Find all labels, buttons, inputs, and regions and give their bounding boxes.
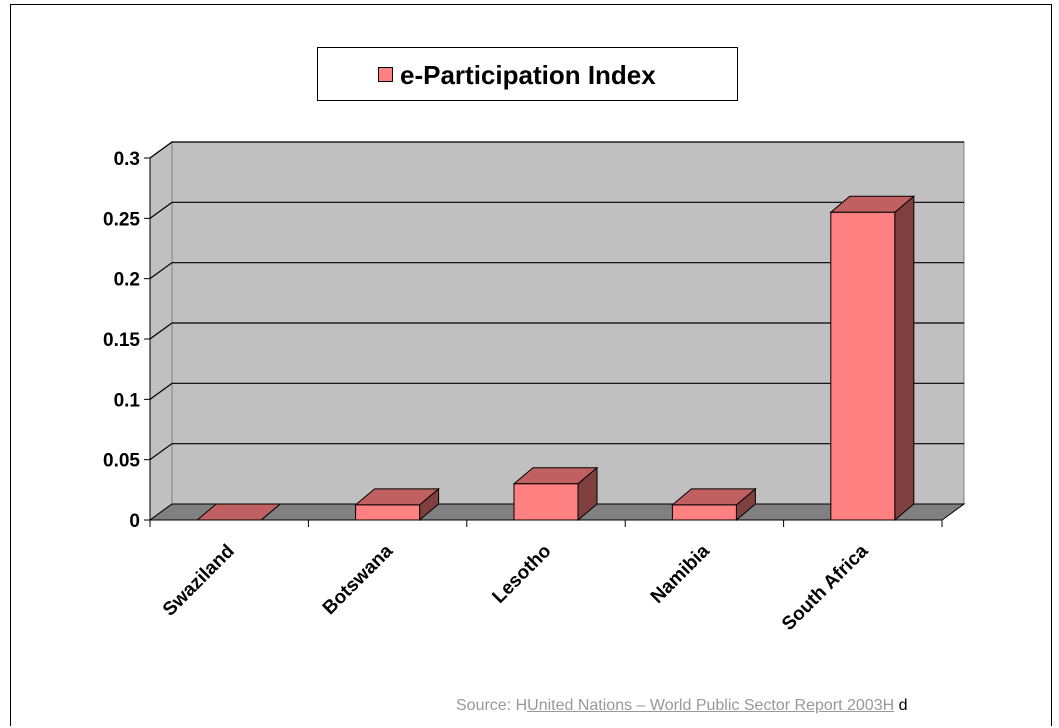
source-link[interactable]: United Nations – World Public Sector Rep…: [527, 697, 895, 714]
gridline: [149, 262, 964, 280]
y-tick-label: 0: [129, 511, 140, 532]
y-tick-labels: 0 0.05 0.1 0.15 0.2 0.25 0.3: [103, 149, 140, 532]
bars: [195, 195, 916, 522]
y-tick-label: 0.05: [103, 451, 140, 472]
x-tick-label: Swaziland: [159, 541, 239, 621]
x-tick-labels: Swaziland Botswana Lesotho Namibia South Afr…: [159, 540, 873, 635]
chart-frame: [10, 4, 1052, 726]
grid-lines: [149, 141, 964, 461]
bar: [195, 503, 282, 521]
source-suffix: d: [894, 697, 908, 714]
legend-label: e-Participation Index: [400, 60, 656, 90]
bar-front: [671, 504, 737, 521]
bar: [829, 195, 916, 522]
y-tick-label: 0.2: [114, 270, 140, 291]
x-tick-label: Namibia: [647, 540, 714, 607]
gridline: [149, 141, 964, 159]
y-tick-label: 0.15: [103, 330, 140, 351]
gridline: [149, 322, 964, 340]
y-tick-label: 0.25: [103, 209, 140, 230]
source-prefix: Source: H: [456, 697, 528, 714]
x-tick-label: Lesotho: [488, 541, 555, 608]
source-note: Source: HUnited Nations – World Public S…: [456, 697, 907, 715]
bar-top: [195, 503, 282, 521]
legend-swatch: [378, 67, 393, 82]
gridline: [149, 201, 964, 219]
legend: e-Participation Index: [317, 47, 738, 101]
gridline: [149, 443, 964, 461]
gridline: [149, 382, 964, 400]
bar-front: [830, 211, 896, 521]
bar: [354, 487, 440, 522]
y-tick-label: 0.3: [114, 149, 140, 170]
x-tick-label: South Africa: [778, 540, 873, 635]
bar: [671, 487, 757, 522]
bar-front: [355, 504, 421, 521]
x-tick-label: Botswana: [319, 540, 398, 619]
bar: [512, 466, 599, 522]
y-tick-label: 0.1: [114, 390, 141, 411]
bar-front: [513, 483, 579, 521]
bar-side: [894, 195, 915, 522]
